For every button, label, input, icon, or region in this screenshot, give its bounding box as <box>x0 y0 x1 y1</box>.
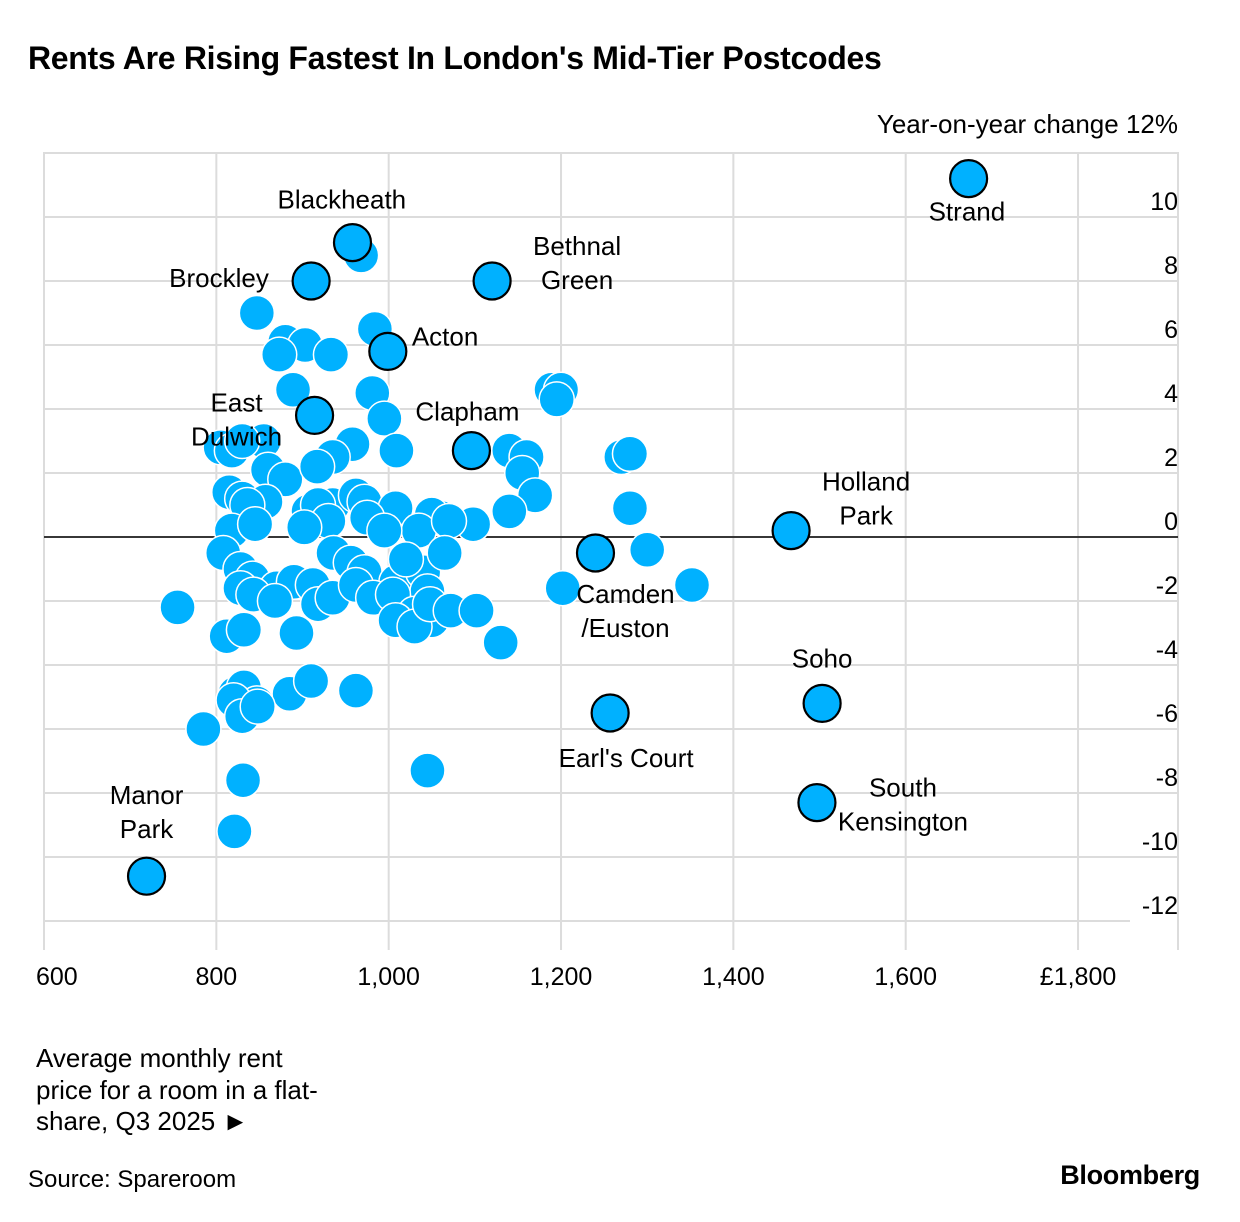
x-tick-label: £1,800 <box>1040 963 1116 991</box>
data-point <box>223 422 261 460</box>
y-tick-label: -6 <box>1156 700 1178 728</box>
source-note: Source: Spareroom <box>28 1166 237 1193</box>
highlighted-point <box>949 159 989 199</box>
data-point <box>238 294 276 332</box>
y-tick-label: 10 <box>1150 188 1178 216</box>
y-tick-label: 4 <box>1164 380 1178 408</box>
point-label: Blackheath <box>277 185 406 215</box>
x-tick-label: 1,400 <box>702 963 765 991</box>
y-tick-label: -2 <box>1156 572 1178 600</box>
data-point <box>256 582 294 620</box>
highlighted-point <box>332 223 373 263</box>
data-point <box>366 400 403 437</box>
data-point <box>430 502 468 540</box>
highlighted-point <box>771 510 811 551</box>
point-label: Earl's Court <box>559 743 695 773</box>
point-label: Bethnal Green <box>533 231 621 295</box>
y-tick-label: -10 <box>1142 828 1178 856</box>
highlighted-point <box>126 856 167 896</box>
y-tick-label: 8 <box>1164 252 1178 280</box>
data-point <box>239 688 276 725</box>
point-label: South Kensington <box>838 773 968 837</box>
data-point <box>458 592 495 629</box>
y-tick-label: 2 <box>1164 444 1178 472</box>
y-tick-label: -12 <box>1142 892 1178 920</box>
x-axis-note: Average monthly rent price for a room in… <box>36 1043 318 1137</box>
data-points <box>126 159 989 896</box>
point-label: Strand <box>929 197 1006 227</box>
data-point <box>611 489 649 527</box>
bloomberg-logo: Bloomberg <box>1060 1160 1200 1190</box>
data-point <box>312 336 350 373</box>
data-point <box>491 493 528 530</box>
y-axis-label: Year-on-year change 12% <box>877 109 1178 139</box>
point-label: East Dulwich <box>191 387 282 451</box>
highlighted-point <box>590 693 630 733</box>
x-axis-ticks: 600 800 1,000 1,200 1,400 1,600 £1,800 <box>36 963 1116 991</box>
data-point <box>260 336 298 373</box>
x-tick-label: 1,600 <box>874 963 937 991</box>
data-point <box>337 672 375 709</box>
data-point <box>278 614 315 652</box>
highlighted-point <box>802 683 842 724</box>
data-point <box>426 534 463 572</box>
x-tick-label: 1,200 <box>530 963 593 991</box>
point-label: Camden/Euston <box>576 579 674 643</box>
data-point <box>409 752 446 789</box>
data-point <box>482 624 519 661</box>
data-point <box>225 611 263 649</box>
data-point <box>224 761 262 799</box>
data-point <box>387 541 425 578</box>
x-tick-label: 600 <box>36 963 78 991</box>
x-tick-label: 800 <box>195 963 237 991</box>
point-label: Soho <box>792 643 853 673</box>
highlighted-point <box>575 533 616 573</box>
data-point <box>366 512 403 549</box>
data-point <box>159 589 196 626</box>
data-point <box>673 566 711 604</box>
data-point <box>236 505 274 543</box>
point-labels: Strand Blackheath Brockley Bethnal Green Acto… <box>110 185 1006 845</box>
y-tick-label: -4 <box>1156 636 1178 664</box>
data-point <box>628 531 666 569</box>
highlighted-point <box>797 782 837 823</box>
point-label: Acton <box>412 321 479 351</box>
data-point <box>378 432 415 469</box>
y-axis-ticks: 10 8 6 4 2 0 -2 -4 -6 -8 -10 -12 <box>1142 188 1178 920</box>
point-label: Manor Park <box>110 780 184 844</box>
chart-title: Rents Are Rising Fastest In London's Mid… <box>28 40 882 76</box>
data-point <box>216 813 253 850</box>
y-tick-label: 0 <box>1164 508 1178 536</box>
point-label: Brockley <box>169 263 269 293</box>
highlighted-point <box>451 431 492 471</box>
data-point <box>544 569 581 607</box>
data-point <box>285 509 323 546</box>
highlighted-point <box>294 395 335 435</box>
data-point <box>538 381 575 418</box>
data-point <box>292 662 330 700</box>
point-label: Clapham <box>415 397 519 427</box>
y-tick-label: -8 <box>1156 764 1178 792</box>
data-point <box>274 371 312 409</box>
highlighted-point <box>368 331 408 371</box>
data-point <box>611 435 649 473</box>
data-point <box>185 710 222 748</box>
y-tick-label: 6 <box>1164 316 1178 344</box>
point-label: Holland Park <box>822 467 910 531</box>
data-point <box>298 448 336 485</box>
scatter-plot: 600 800 1,000 1,200 1,400 1,600 £1,800 10 8 6 4 2 0… <box>36 109 1179 991</box>
highlighted-point <box>291 261 331 301</box>
highlighted-point <box>472 261 512 301</box>
x-tick-label: 1,000 <box>357 963 420 991</box>
